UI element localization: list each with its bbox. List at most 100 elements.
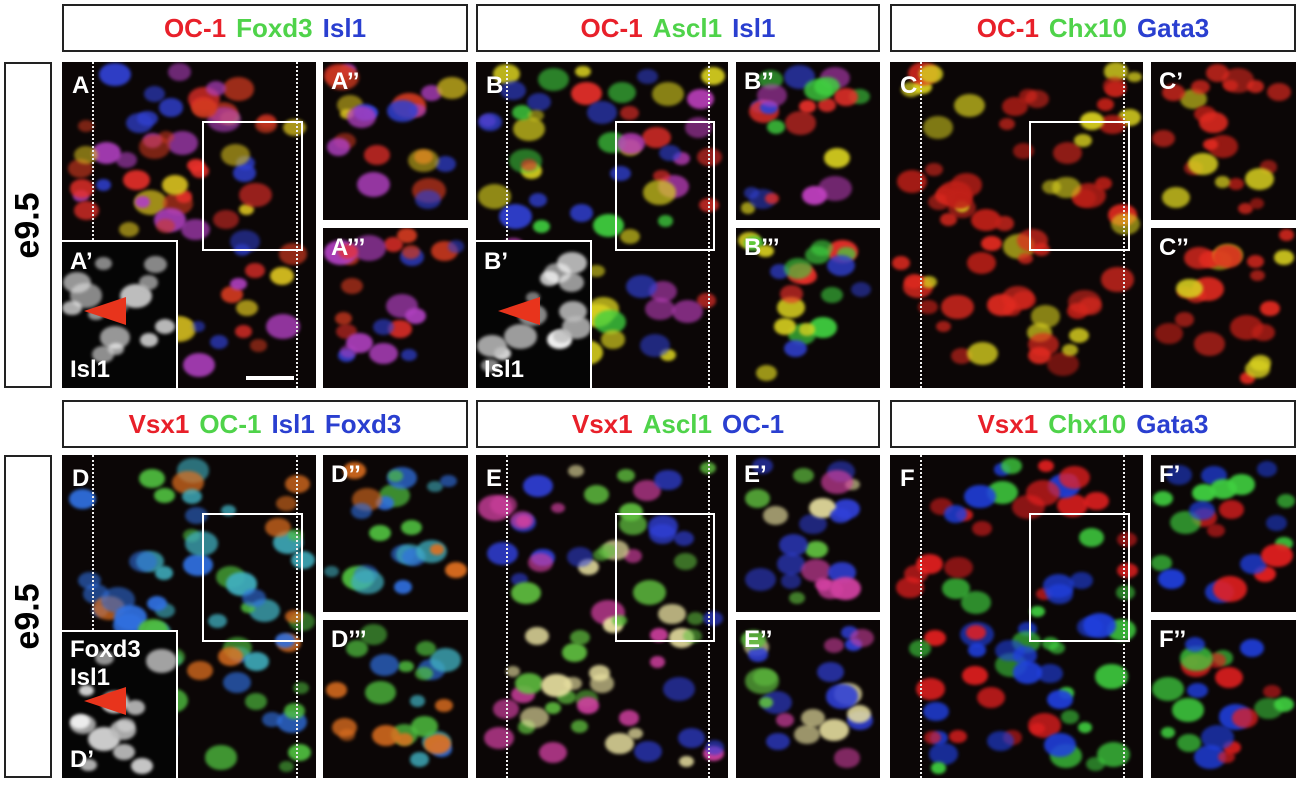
cell — [964, 484, 997, 509]
cell — [241, 602, 256, 614]
cell — [657, 215, 673, 227]
panel-letter: F’’ — [1159, 626, 1187, 653]
panel-header: OC-1 Chx10 Gata3 — [890, 4, 1296, 52]
cell — [1250, 197, 1265, 209]
cell — [826, 254, 855, 276]
cell — [620, 105, 640, 121]
cell — [511, 581, 542, 604]
panel-header: Vsx1 OC-1 Isl1 Foxd3 — [62, 400, 468, 448]
cell — [80, 758, 97, 771]
panel-letter: C’’ — [1159, 234, 1189, 261]
cell — [570, 81, 603, 106]
cell — [1176, 734, 1201, 753]
cell — [1160, 727, 1176, 739]
cell — [834, 88, 858, 106]
marker-label: Ascl1 — [652, 12, 723, 43]
inset-letter: A’ — [70, 248, 93, 275]
main-image: D D’ Foxd3 Isl1 — [62, 455, 316, 778]
cell — [1099, 114, 1126, 135]
cell — [186, 158, 205, 173]
cell — [809, 317, 837, 339]
cell — [1266, 515, 1287, 531]
cell — [1155, 323, 1183, 344]
cell — [1172, 698, 1204, 722]
cell — [1001, 286, 1035, 311]
cell — [1030, 305, 1061, 328]
panel-letter: F — [900, 465, 915, 492]
cell — [504, 324, 537, 349]
cell — [371, 725, 401, 747]
cell — [1016, 228, 1049, 253]
cell — [335, 312, 353, 326]
marker-label: Chx10 — [1048, 408, 1127, 439]
cell — [1044, 733, 1077, 758]
cell — [95, 179, 112, 191]
cell — [600, 330, 626, 349]
marker-label: Ascl1 — [642, 408, 712, 439]
cell — [1203, 138, 1218, 150]
cell — [740, 202, 756, 214]
cell — [1101, 267, 1134, 292]
panel-letter: D’’’ — [331, 626, 367, 653]
cell — [1247, 80, 1265, 93]
cell — [607, 82, 636, 104]
cell — [1219, 500, 1244, 519]
tissue-outline — [920, 62, 923, 388]
cell — [649, 628, 669, 642]
cell — [818, 580, 844, 600]
panel-letter: F’ — [1159, 461, 1181, 488]
cell — [1068, 327, 1089, 343]
cell — [612, 614, 627, 626]
cell — [401, 245, 420, 259]
cell — [908, 639, 931, 657]
cell — [401, 519, 422, 535]
cell — [69, 713, 90, 729]
cell — [229, 230, 261, 254]
cell — [369, 525, 391, 542]
cell — [818, 175, 853, 201]
cell — [134, 196, 151, 208]
cell — [220, 505, 237, 517]
cell — [154, 488, 175, 504]
cell — [1214, 666, 1244, 688]
cell — [778, 534, 808, 556]
cell — [809, 498, 837, 519]
panel-header: Vsx1 Ascl1 OC-1 — [476, 400, 880, 448]
cell — [929, 743, 958, 765]
cell — [1174, 312, 1194, 327]
panel-letter: D’’ — [331, 461, 361, 488]
cell — [341, 277, 363, 295]
cell — [1249, 269, 1265, 282]
cell — [359, 624, 388, 645]
cell — [420, 85, 443, 102]
cell — [158, 98, 184, 117]
cell — [1059, 465, 1091, 490]
cell — [799, 100, 816, 113]
cell — [972, 520, 992, 536]
cell — [923, 702, 949, 722]
cell — [817, 661, 845, 682]
cell — [663, 677, 696, 701]
cell — [1047, 690, 1073, 710]
cell — [1127, 71, 1142, 83]
cell — [401, 349, 417, 362]
cell — [147, 596, 168, 612]
tissue-outline — [506, 62, 509, 388]
cell — [1194, 332, 1226, 356]
cell — [588, 264, 605, 278]
cell — [346, 640, 369, 657]
tissue-outline — [707, 62, 710, 388]
cell — [128, 550, 158, 573]
cell — [138, 134, 171, 159]
cell — [1036, 663, 1063, 684]
cell — [520, 707, 549, 729]
cell — [1052, 141, 1083, 164]
main-image: E — [476, 455, 728, 778]
panel-letter: B — [486, 72, 504, 99]
cell — [659, 348, 676, 361]
cell — [1018, 252, 1033, 264]
cell — [395, 732, 414, 747]
cell — [369, 653, 399, 676]
cell — [1029, 605, 1046, 618]
cell — [435, 699, 454, 713]
